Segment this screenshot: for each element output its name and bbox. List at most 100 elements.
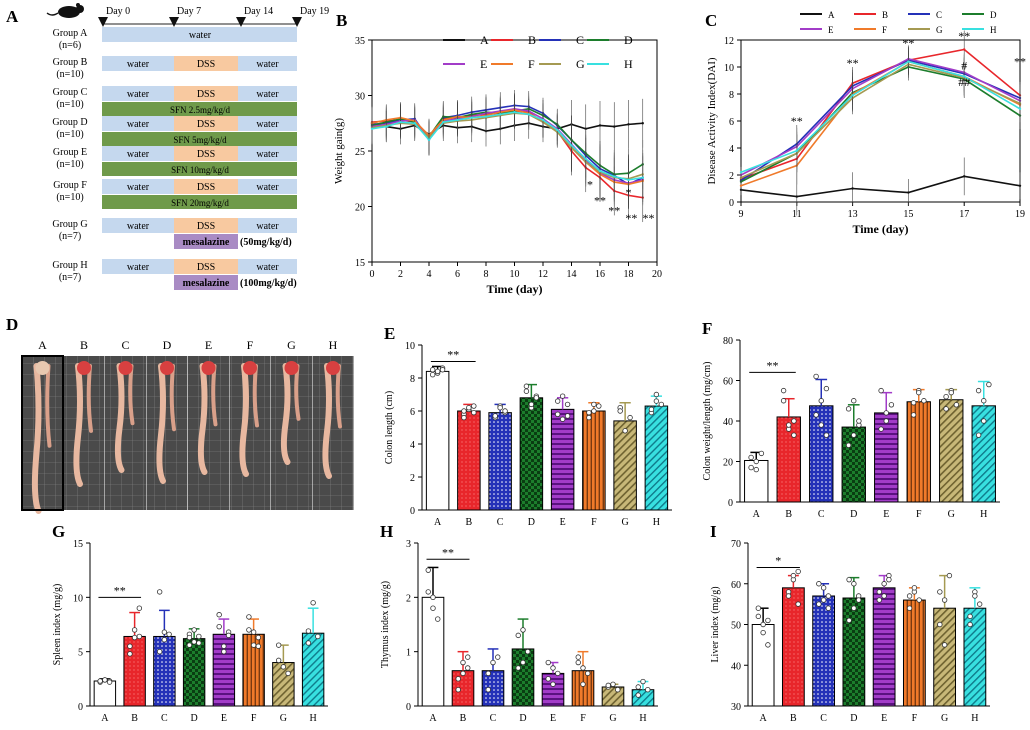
y-tick-label: 40 [731,661,741,672]
colon-tissue [322,363,332,479]
x-tick-label: 9 [739,209,744,220]
individual-point [435,616,441,622]
individual-point [941,597,948,603]
legend-label: H [624,57,633,71]
mesalazine-bar [174,234,238,249]
y-tick-label: 2 [406,593,411,604]
individual-point [430,605,436,611]
sfn-bar [102,195,297,209]
individual-point [315,633,321,640]
x-tick-label: 6 [455,269,460,280]
water-label: water [256,262,279,273]
dss-label: DSS [197,182,215,193]
individual-point [795,568,801,575]
significance-mark: * [775,553,781,567]
significance-mark: ** [608,203,620,217]
group-n: (n=6) [59,40,81,51]
panel-letter: G [52,522,65,541]
y-tick-label: 20 [355,203,365,214]
panel-letter-d: D [6,315,18,334]
bar-A [751,624,775,707]
bar-B [781,587,805,707]
individual-point [161,637,168,643]
bar-D [511,648,535,707]
data-point-F [739,184,743,187]
individual-point [533,395,540,401]
series-line-H [371,111,643,181]
individual-point [635,692,641,698]
y-tick-label: 60 [723,377,733,388]
group-n: (n=10) [56,129,83,140]
water-label: water [189,30,212,41]
significance-mark: ** [442,545,454,559]
individual-point [906,593,913,599]
data-point-A [613,125,616,128]
individual-point [790,572,797,579]
legend-label: C [576,33,584,47]
panel-letter: E [384,324,395,343]
significance-mark: ** [114,583,126,597]
panel-f-colon-weight-chart: F 0 20 40 60 80 Colon weight/length (mg/cm) A B C… [702,319,1000,520]
individual-point [523,383,530,389]
bar-C [812,595,836,707]
plot-frame [740,39,1021,203]
individual-point [216,612,222,618]
x-tick-label: 20 [652,269,662,280]
water-label: water [127,149,150,160]
dss-bar [174,56,238,71]
panel-letter: F [702,319,712,338]
y-tick-label: 0 [406,702,411,713]
individual-point [461,408,467,414]
category-label: A [753,509,761,520]
individual-point [564,413,571,419]
individual-point [591,408,597,414]
category-label: F [580,713,586,724]
individual-point [221,648,227,655]
data-point-H [442,120,445,124]
individual-point [635,684,641,690]
individual-point [786,422,792,428]
y-tick-label: 30 [355,92,365,103]
individual-point [191,639,197,645]
day-marker [292,17,302,27]
category-label: F [591,517,597,528]
individual-point [310,600,316,606]
individual-point [851,398,857,404]
category-label: D [850,509,857,520]
individual-point [555,670,561,677]
bar-E [872,587,896,707]
water-label: water [256,119,279,130]
individual-point [246,614,252,620]
individual-point [760,629,766,636]
sfn-bar [102,162,297,176]
water-bar [238,218,297,233]
individual-point [131,634,138,641]
individual-point [191,627,197,633]
colon-tissue [156,363,166,484]
category-label: H [971,713,978,724]
individual-point [881,593,887,599]
bar-G [601,686,625,707]
individual-point [528,401,535,408]
data-point-H [556,128,559,132]
individual-point [758,450,765,457]
individual-point [845,442,852,448]
sfn-label: SFN 20mg/kg/d [171,198,229,208]
group-name: Group D [52,117,87,128]
individual-point [285,670,291,677]
data-point-H [413,122,416,125]
day-label: Day 7 [177,6,201,17]
y-axis-label: Spleen index (mg/g) [52,584,63,666]
panel-a-protocol: A Day 0 Day 7 Day 14 Day 19 Group A(n=6) wat… [6,3,329,290]
category-label: B [460,713,467,724]
day-label: Day 19 [300,6,329,17]
day-marker [169,17,179,27]
water-label: water [256,149,279,160]
category-label: E [221,713,227,724]
category-label: D [528,517,535,528]
y-tick-label: 10 [405,341,415,352]
individual-point [586,409,592,416]
data-point-H [963,75,966,78]
significance-mark: ** [902,36,914,50]
